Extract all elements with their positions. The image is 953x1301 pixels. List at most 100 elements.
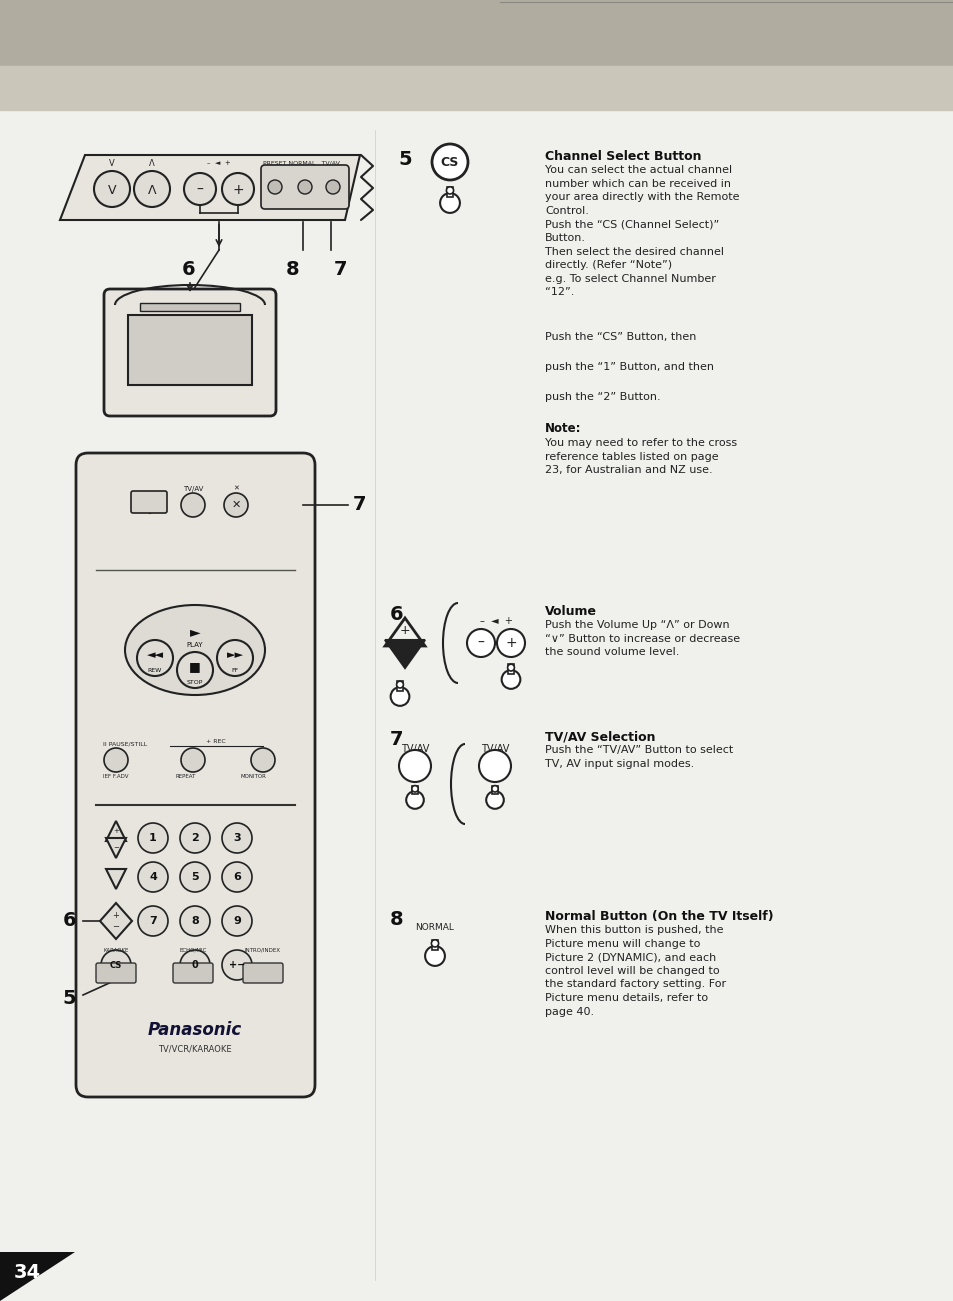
Circle shape [180,863,210,892]
Text: 1: 1 [149,833,156,843]
Text: +: + [505,636,517,650]
Circle shape [396,682,403,688]
Text: 6: 6 [390,605,403,624]
Text: 4: 4 [149,872,157,882]
Circle shape [486,791,503,809]
Circle shape [467,628,495,657]
Text: V: V [109,159,114,168]
Text: You may need to refer to the cross
reference tables listed on page
23, for Austr: You may need to refer to the cross refer… [544,438,737,475]
Text: NORMAL: NORMAL [416,922,454,932]
Text: REW: REW [148,667,162,673]
Bar [507,665,514,674]
Text: ►: ► [190,624,200,639]
Text: –  ◄  +: – ◄ + [207,160,231,167]
Text: 8: 8 [390,909,403,929]
Text: Λ: Λ [149,159,154,168]
Circle shape [507,665,514,671]
Circle shape [184,173,215,206]
Text: TV/VCR/KARAOKE: TV/VCR/KARAOKE [158,1045,232,1054]
Text: Panasonic: Panasonic [148,1021,242,1039]
Circle shape [180,905,210,935]
Text: ►►: ►► [226,650,243,660]
Text: 5: 5 [397,150,411,169]
Text: ✕: ✕ [231,500,240,510]
Circle shape [425,946,444,965]
Text: ECHO/MIC: ECHO/MIC [179,948,207,954]
Circle shape [133,170,170,207]
Text: 8: 8 [286,260,299,278]
Text: 7: 7 [390,730,403,749]
Text: ◄◄: ◄◄ [147,650,163,660]
Text: ■: ■ [189,661,201,674]
Bar [0,66,953,111]
Text: You can select the actual channel
number which can be received in
your area dire: You can select the actual channel number… [544,165,739,298]
Text: STOP: STOP [187,680,203,686]
Text: Push the Volume Up “Λ” or Down
“∨” Button to increase or decrease
the sound volu: Push the Volume Up “Λ” or Down “∨” Butto… [544,621,740,657]
Text: 0: 0 [192,960,198,971]
Text: REPEAT: REPEAT [175,774,196,779]
Text: TV/AV: TV/AV [183,487,203,492]
Circle shape [138,863,168,892]
Text: +: + [113,827,119,834]
Text: 8: 8 [191,916,198,926]
Text: Push the “CS” Button, then: Push the “CS” Button, then [544,332,696,342]
Text: TV/AV: TV/AV [400,744,429,755]
Text: −: − [113,846,119,851]
Text: +: + [112,911,119,920]
Text: PLAY: PLAY [187,641,203,648]
Bar [396,682,402,691]
Text: –: – [477,636,484,650]
Text: push the “1” Button, and then: push the “1” Button, and then [544,362,713,372]
Text: 6: 6 [62,912,76,930]
Bar [128,315,252,385]
Circle shape [446,187,453,194]
Circle shape [180,824,210,853]
Circle shape [432,144,468,180]
Text: 6: 6 [233,872,241,882]
Polygon shape [385,640,424,667]
FancyBboxPatch shape [96,963,136,984]
Circle shape [222,905,252,935]
Polygon shape [106,821,126,840]
Text: 3: 3 [233,833,240,843]
Text: 5: 5 [191,872,198,882]
Text: Volume: Volume [544,605,597,618]
Circle shape [439,193,459,213]
Circle shape [251,748,274,771]
Circle shape [222,173,253,206]
Polygon shape [100,903,132,939]
Text: Push the “TV/AV” Button to select
TV, AV input signal modes.: Push the “TV/AV” Button to select TV, AV… [544,745,733,769]
Circle shape [138,905,168,935]
Circle shape [431,939,438,947]
Text: 7: 7 [334,260,348,278]
Text: 5: 5 [62,989,76,1007]
Circle shape [216,640,253,677]
Text: 6: 6 [182,260,195,278]
Circle shape [390,687,409,706]
Bar [446,187,453,196]
Bar [492,786,497,795]
Circle shape [501,670,519,688]
Circle shape [137,640,172,677]
Circle shape [412,786,417,792]
Text: +−: +− [229,960,245,971]
Circle shape [222,824,252,853]
Circle shape [181,493,205,516]
Circle shape [222,950,252,980]
Circle shape [101,950,131,980]
Text: II PAUSE/STILL: II PAUSE/STILL [103,742,147,745]
FancyBboxPatch shape [131,490,167,513]
Circle shape [104,748,128,771]
Circle shape [177,652,213,688]
Circle shape [268,180,282,194]
Text: + REC: + REC [206,739,226,744]
Text: KARAOKE: KARAOKE [103,948,129,954]
Text: When this button is pushed, the
Picture menu will change to
Picture 2 (DYNAMIC),: When this button is pushed, the Picture … [544,925,725,1016]
Polygon shape [106,838,126,857]
Polygon shape [60,155,359,220]
Text: –: – [196,183,203,196]
Text: MONITOR: MONITOR [241,774,267,779]
Circle shape [180,950,210,980]
Text: Normal Button (On the TV Itself): Normal Button (On the TV Itself) [544,909,773,922]
Circle shape [222,863,252,892]
